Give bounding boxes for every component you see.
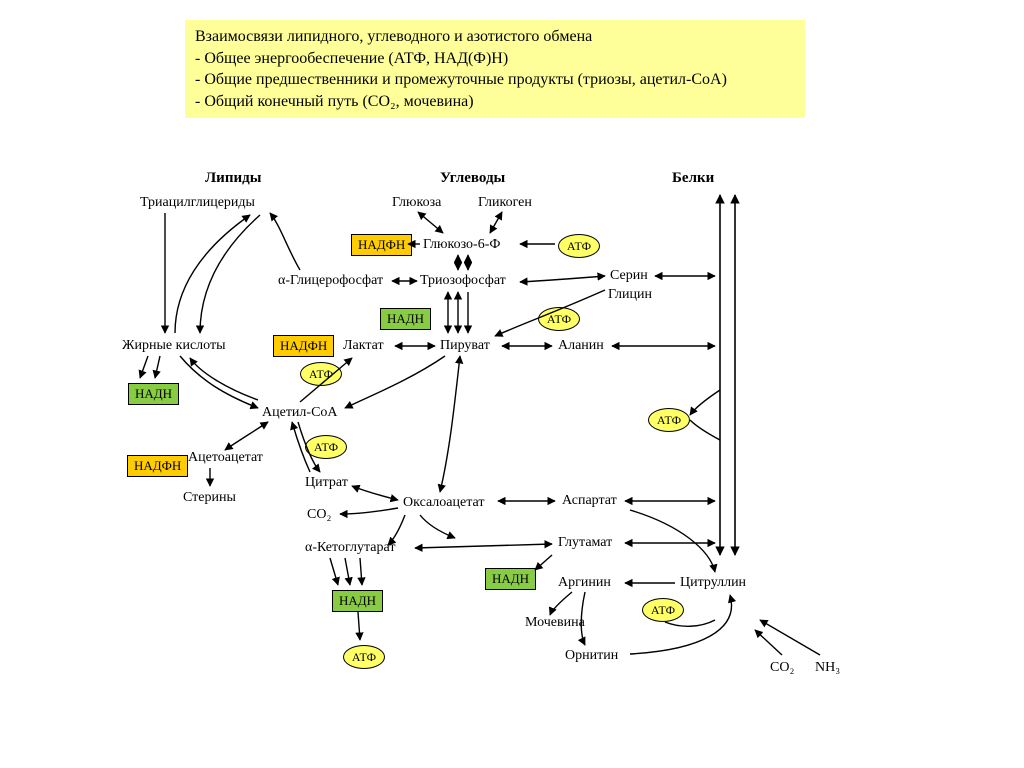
lbl-acetoacetate: Ацетоацетат xyxy=(188,450,263,466)
lbl-citrate: Цитрат xyxy=(305,475,348,491)
lbl-aspartate: Аспартат xyxy=(562,493,617,509)
lbl-lactate: Лактат xyxy=(343,338,384,354)
lbl-triosep: Триозофосфат xyxy=(420,273,506,289)
lbl-glucose: Глюкоза xyxy=(392,195,441,211)
title-line-4: - Общий конечный путь (CO₂, мочевина) xyxy=(195,91,795,113)
atp-oval-5: АТФ xyxy=(648,408,690,432)
lbl-triacyl: Триацилглицериды xyxy=(140,195,255,211)
lbl-serine: Серин xyxy=(610,268,648,284)
lbl-glycogen: Гликоген xyxy=(478,195,532,211)
lbl-glutamate: Глутамат xyxy=(558,535,612,551)
lbl-sterols: Стерины xyxy=(183,490,236,506)
lbl-aglycerop: α-Глицерофосфат xyxy=(278,273,383,289)
title-line-3: - Общие предшественники и промежуточные … xyxy=(195,69,795,91)
header-carbs: Углеводы xyxy=(440,170,505,187)
lbl-g6p: Глюкозо-6-Ф xyxy=(423,237,500,253)
lbl-oxaloacetate: Оксалоацетат xyxy=(403,495,484,511)
nadh-box-2: НАДН xyxy=(128,383,179,405)
title-line-2: - Общее энергообеспечение (АТФ, НАД(Ф)Н) xyxy=(195,48,795,70)
nadh-box-4: НАДН xyxy=(332,590,383,612)
lbl-co2: CO₂ xyxy=(307,507,331,523)
nadh-box-3: НАДН xyxy=(485,568,536,590)
lbl-fattyacids: Жирные кислоты xyxy=(122,338,225,354)
lbl-glycine: Глицин xyxy=(608,287,652,303)
lbl-nh3: NH₃ xyxy=(815,660,840,676)
lbl-acetylcoa: Ацетил-CoA xyxy=(262,405,338,421)
atp-oval-6: АТФ xyxy=(642,598,684,622)
atp-oval-4: АТФ xyxy=(305,435,347,459)
header-proteins: Белки xyxy=(672,170,714,187)
nadh-box-1: НАДН xyxy=(380,308,431,330)
lbl-akg: α-Кетоглутарат xyxy=(305,540,395,556)
lbl-urea: Мочевина xyxy=(525,615,585,631)
lbl-co2b: CO₂ xyxy=(770,660,794,676)
atp-oval-2: АТФ xyxy=(538,307,580,331)
lbl-citrulline: Цитруллин xyxy=(680,575,746,591)
nadph-box-2: НАДФН xyxy=(273,335,334,357)
nadph-box-3: НАДФН xyxy=(127,455,188,477)
header-lipids: Липиды xyxy=(205,170,261,187)
lbl-ornithine: Орнитин xyxy=(565,648,618,664)
atp-oval-7: АТФ xyxy=(343,645,385,669)
atp-oval-1: АТФ xyxy=(558,234,600,258)
title-box: Взаимосвязи липидного, углеводного и азо… xyxy=(185,20,805,118)
lbl-arginine: Аргинин xyxy=(558,575,611,591)
title-line-1: Взаимосвязи липидного, углеводного и азо… xyxy=(195,26,795,48)
nadph-box-1: НАДФН xyxy=(351,234,412,256)
lbl-alanine: Аланин xyxy=(558,338,604,354)
atp-oval-3: АТФ xyxy=(300,362,342,386)
lbl-pyruvate: Пируват xyxy=(440,338,490,354)
